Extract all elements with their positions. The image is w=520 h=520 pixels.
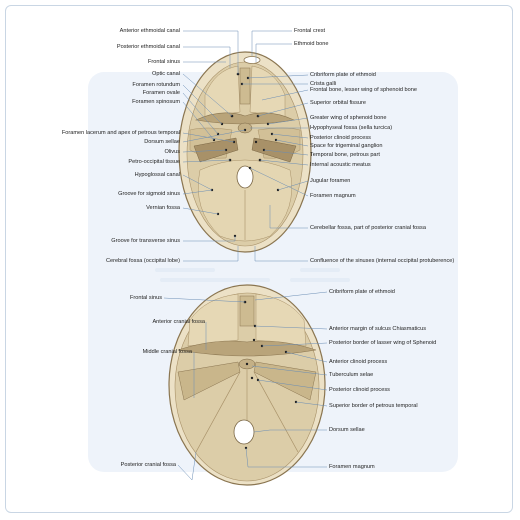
label-trigeminal-space: Space for trigeminal ganglion xyxy=(310,143,383,149)
bottom-anterior-right xyxy=(255,293,307,347)
bottom-skull xyxy=(168,284,326,486)
label-posterior-clinoid: Posterior clinoid process xyxy=(310,135,371,141)
cribriform-plate-shape xyxy=(239,67,251,105)
label-superior-border-petrous: Superior border of petrous temporal xyxy=(329,403,418,409)
decor-bar xyxy=(160,278,270,282)
label-hypophyseal-fossa: Hypophyseal fossa (sella turcica) xyxy=(310,125,393,131)
label-tuberculum-selae: Tuberculum selae xyxy=(329,372,374,378)
label-greater-wing: Greater wing of sphenoid bone xyxy=(310,115,387,121)
label-frontal-crest: Frontal crest xyxy=(294,28,326,34)
label-foramen-magnum-top: Foramen magnum xyxy=(310,193,356,199)
petrous-ridge-left xyxy=(193,137,239,163)
label-middle-cranial-fossa: Middle cranial fossa xyxy=(142,349,192,355)
label-foramen-lacerum: Foramen lacerum and apex of petrous temp… xyxy=(61,130,180,136)
petrous-ridge-right xyxy=(251,137,297,163)
label-jugular-foramen: Jugular foramen xyxy=(310,178,351,184)
bottom-fossa-line-right xyxy=(253,371,299,453)
figure-frame xyxy=(5,5,513,513)
label-dorsum-sellae-bottom: Dorsum sellae xyxy=(329,427,365,433)
foramen-magnum-shape xyxy=(236,165,254,189)
label-anterior-margin-sulcus: Anterior margin of sulcus Chiasmaticus xyxy=(329,326,426,332)
label-foramen-ovale: Foramen ovale xyxy=(142,90,180,96)
bottom-cribriform xyxy=(239,295,255,327)
label-frontal-sinus-bottom: Frontal sinus xyxy=(129,295,162,301)
label-posterior-ethmoidal-canal: Posterior ethmoidal canal xyxy=(116,44,180,50)
decor-bar xyxy=(155,268,215,272)
label-dorsum-sellae: Dorsum sellae xyxy=(144,139,180,145)
label-posterior-clinoid-bottom: Posterior clinoid process xyxy=(329,387,390,393)
leader-lines xyxy=(163,30,328,481)
label-temporal-petrous: Temporal bone, petrous part xyxy=(310,152,380,158)
label-ethmoid-bone: Ethmoid bone xyxy=(294,41,329,47)
label-groove-sigmoid: Groove for sigmoid sinus xyxy=(118,191,180,197)
sella-shape xyxy=(237,122,253,134)
label-groove-transverse: Groove for transverse sinus xyxy=(111,238,180,244)
decor-bar xyxy=(290,278,350,282)
label-foramen-rotundum: Foramen rotundum xyxy=(132,82,180,88)
label-crista-galli: Crista galli xyxy=(310,81,337,87)
label-hypoglossal-canal: Hypoglossal canal xyxy=(134,172,180,178)
label-internal-acoustic: Internal acoustic meatus xyxy=(310,162,371,168)
label-confluence-sinuses: Confluence of the sinuses (internal occi… xyxy=(310,258,455,264)
label-anterior-clinoid: Anterior clinoid process xyxy=(329,359,388,365)
bottom-foramen-magnum xyxy=(233,419,255,445)
label-frontal-lesser-wing: Frontal bone, lesser wing of sphenoid bo… xyxy=(310,87,417,93)
bottom-fossa-line-left xyxy=(195,371,241,453)
label-olivus: Olivus xyxy=(164,149,180,155)
label-foramen-magnum-bottom: Foramen magnum xyxy=(329,464,375,470)
label-foramen-spinosum: Foramen spinosum xyxy=(132,99,180,105)
bottom-lesser-wing xyxy=(177,340,317,357)
label-posterior-cranial-fossa: Posterior cranial fossa xyxy=(120,462,176,468)
label-posterior-border-lesser: Posterior border of lasser wing of Sphen… xyxy=(329,340,437,346)
label-petro-occipital: Petro-occipital tissue xyxy=(128,159,180,165)
label-optic-canal: Optic canal xyxy=(152,71,180,77)
label-vernian-fossa: Vernian fossa xyxy=(146,205,180,211)
label-cerebral-fossa: Cerebral fossa (occipital lobe) xyxy=(106,258,180,264)
label-cribriform-bottom: Cribriform plate of ethmoid xyxy=(329,289,395,295)
label-superior-orbital-fissure: Superior orbital fissure xyxy=(310,100,366,106)
label-cribriform-plate: Cribriform plate of ethmoid xyxy=(310,72,376,78)
label-anterior-ethmoidal-canal: Anterior ethmoidal canal xyxy=(119,28,180,34)
label-anterior-cranial-fossa: Anterior cranial fossa xyxy=(152,319,205,325)
decor-bar xyxy=(300,268,340,272)
top-skull xyxy=(178,51,312,253)
label-cerebellar-fossa: Cerebellar fossa, part of posterior cran… xyxy=(310,225,426,231)
frontal-sinus-shape xyxy=(243,56,261,64)
label-frontal-sinus: Frontal sinus xyxy=(147,59,180,65)
